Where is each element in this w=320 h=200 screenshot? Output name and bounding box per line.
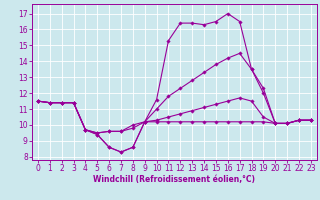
X-axis label: Windchill (Refroidissement éolien,°C): Windchill (Refroidissement éolien,°C) [93,175,255,184]
